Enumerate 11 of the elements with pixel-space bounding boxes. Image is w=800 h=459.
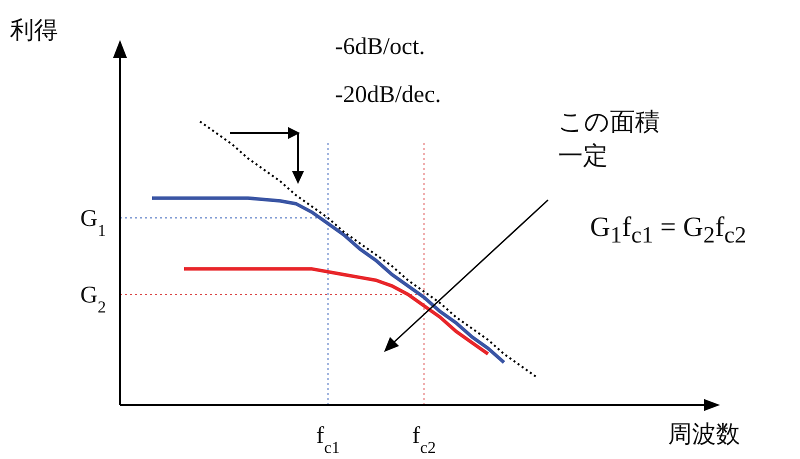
y-axis-title: 利得 [10,15,58,46]
text: -20dB/dec. [335,81,441,110]
annotation: 一定 [558,140,608,172]
annotation: この面積 [558,106,660,138]
annotation: G$_{1}$f$_{c1}$ = G$_{2}$f$_{c2}$ [590,211,746,251]
x-tick-label: f$_{c2}$ [412,423,436,456]
ref-line-label: G$_{2}$ [80,282,106,316]
x-axis-title: 周波数 [668,419,740,450]
text: -6dB/oct. [335,33,425,62]
x-tick-label: f$_{c1}$ [316,423,340,456]
ref-line-label: G$_{1}$ [80,206,106,240]
